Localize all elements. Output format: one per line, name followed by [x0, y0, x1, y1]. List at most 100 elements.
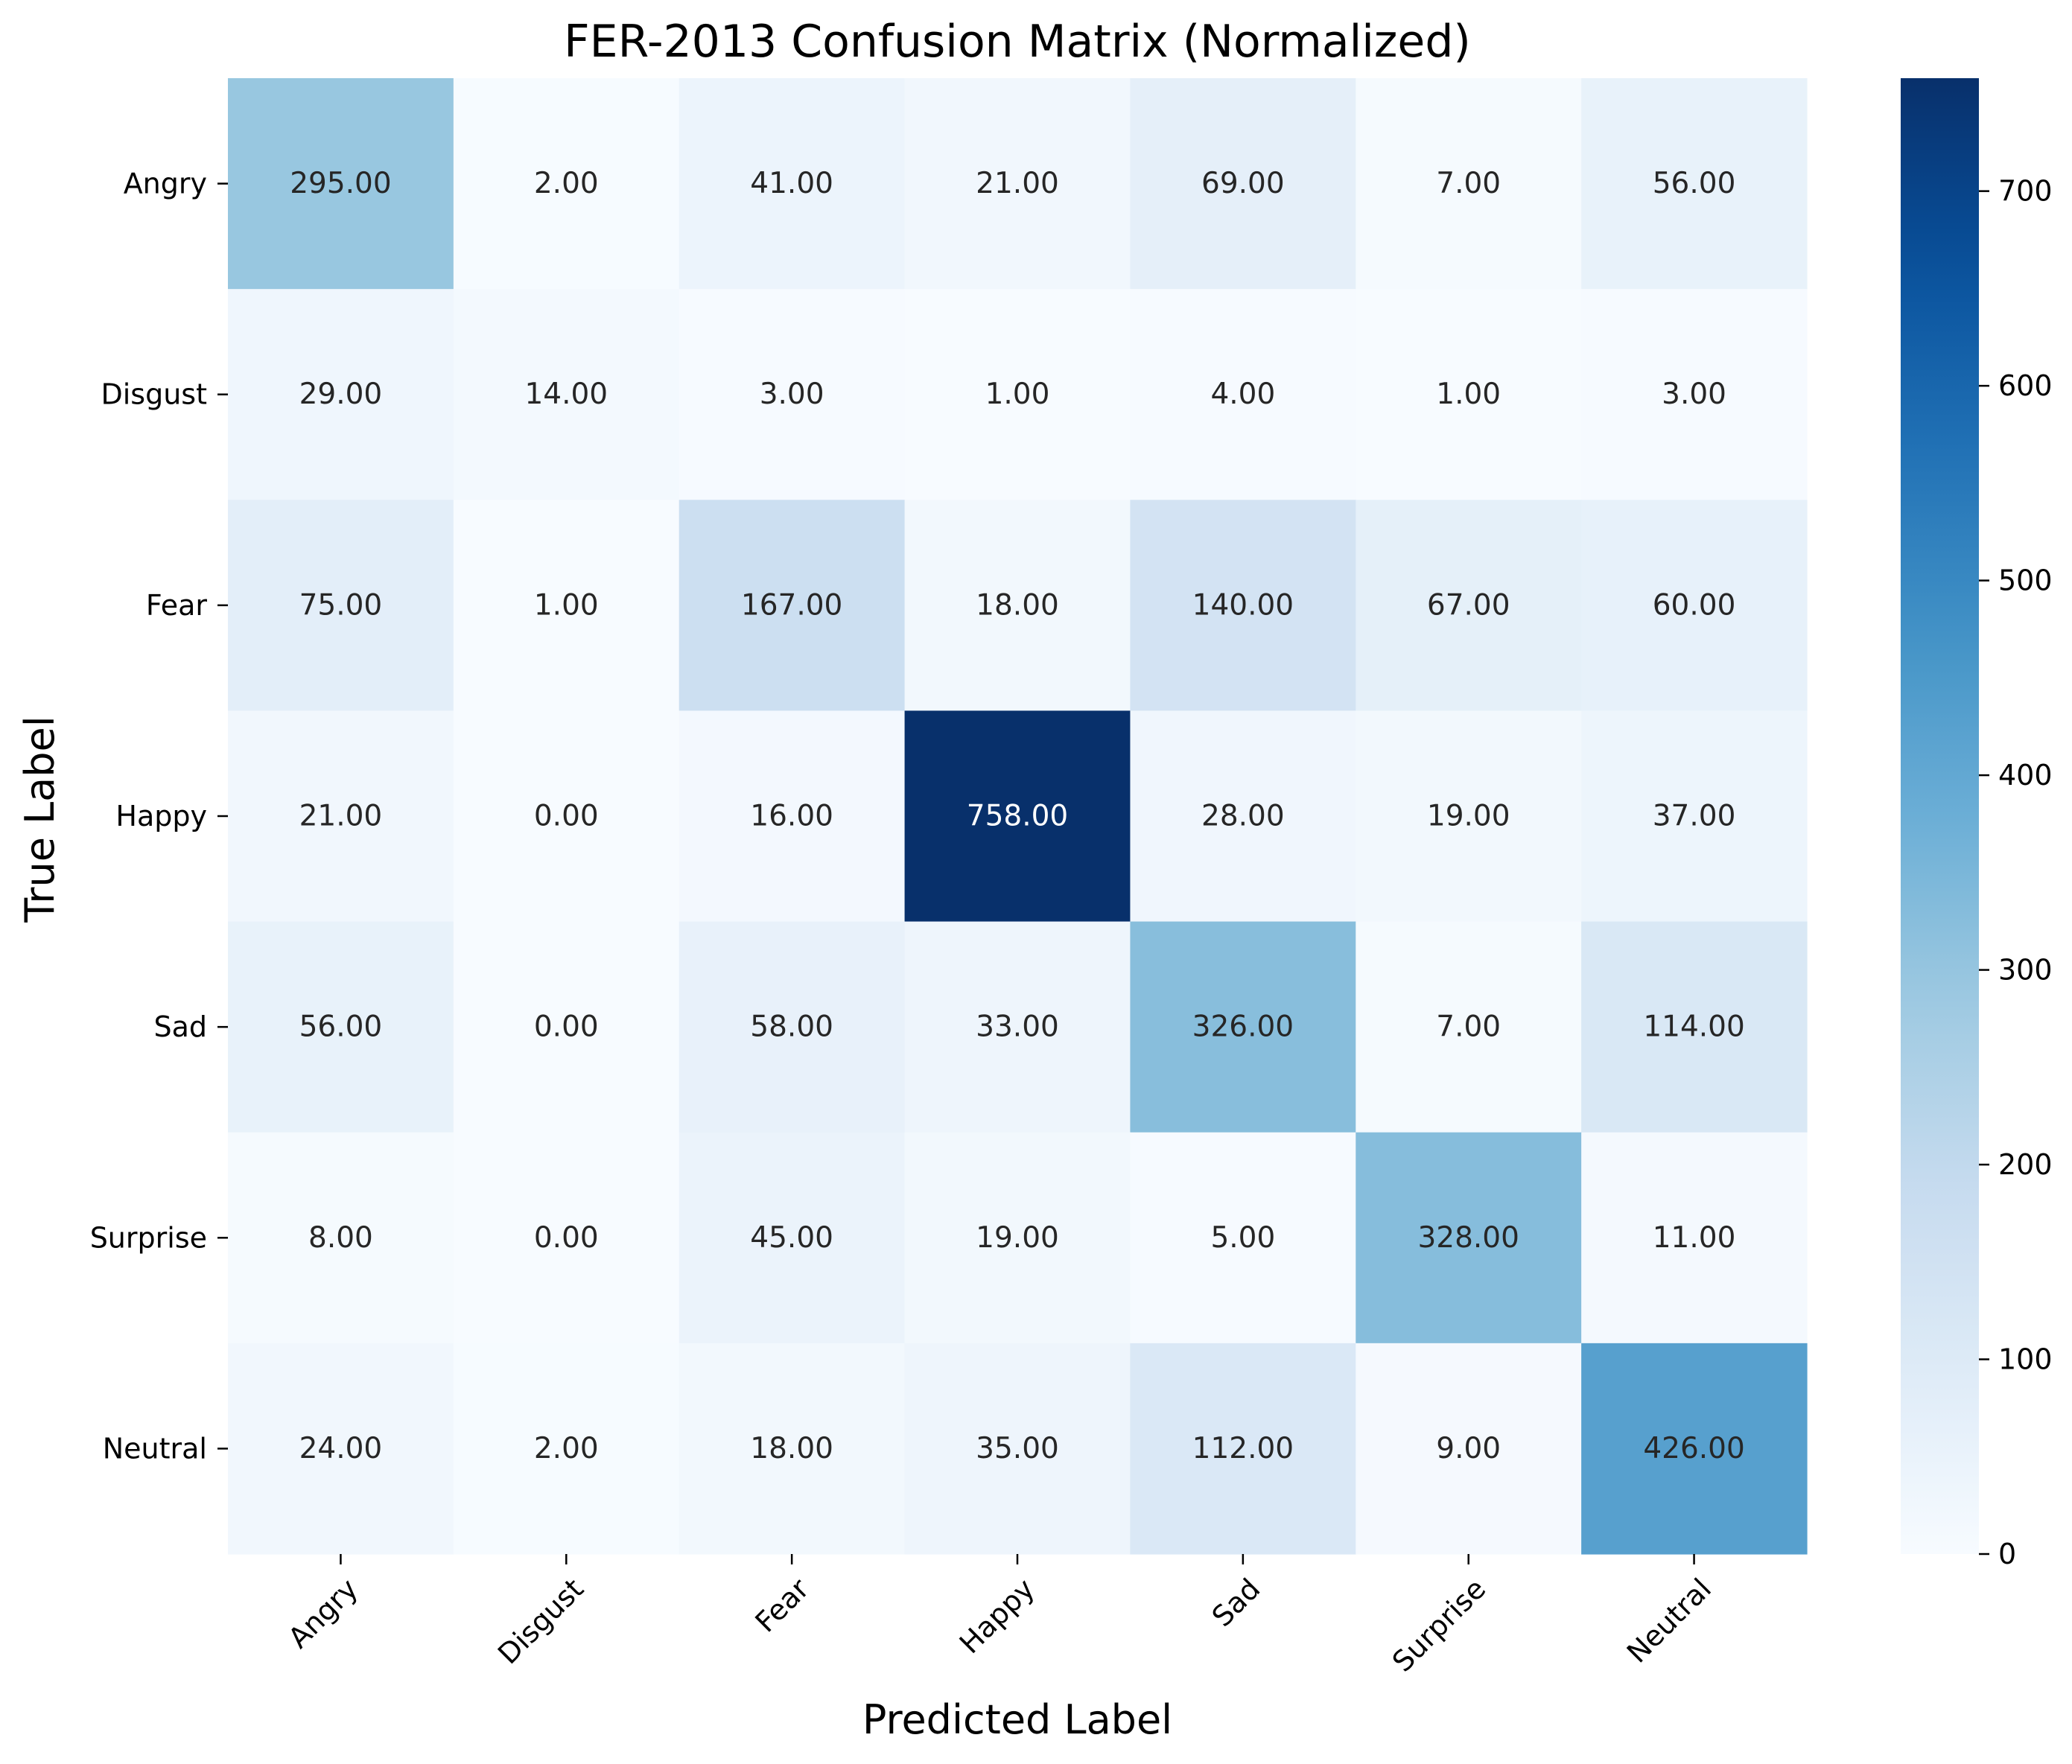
heatmap-cell [904, 710, 1131, 923]
y-tick-label: Disgust [101, 378, 207, 411]
cell-value-label: 21.00 [299, 800, 383, 833]
heatmap-cell [1581, 710, 1808, 923]
colorbar-tick-label: 500 [1998, 564, 2053, 597]
cell-value-label: 0.00 [534, 1010, 599, 1044]
x-axis-label: Predicted Label [862, 1696, 1172, 1743]
cell-value-label: 19.00 [1427, 800, 1510, 833]
cell-value-label: 1.00 [534, 588, 599, 622]
cell-value-label: 69.00 [1201, 167, 1285, 200]
y-tick-label: Happy [115, 800, 207, 832]
heatmap-cell [1581, 921, 1808, 1133]
cell-value-label: 35.00 [976, 1432, 1059, 1465]
heatmap-cell [904, 289, 1131, 500]
heatmap-cell [1581, 1132, 1808, 1344]
cell-value-label: 1.00 [1436, 378, 1501, 411]
cell-value-label: 295.00 [290, 167, 391, 200]
colorbar-tick-label: 700 [1998, 175, 2053, 208]
heatmap-cell [1581, 289, 1808, 500]
heatmap-cell [1130, 78, 1356, 290]
cell-value-label: 426.00 [1643, 1432, 1744, 1465]
heatmap-cell [453, 1343, 680, 1555]
y-tick-label: Neutral [103, 1432, 207, 1465]
heatmap-cell [679, 710, 906, 923]
colorbar-tick-label: 200 [1998, 1148, 2053, 1181]
heatmap-cell [904, 1132, 1131, 1344]
y-tick-label: Angry [124, 168, 207, 200]
chart-title: FER-2013 Confusion Matrix (Normalized) [564, 16, 1471, 68]
cell-value-label: 56.00 [1653, 167, 1736, 200]
heatmap-cell [1130, 1343, 1356, 1555]
cell-value-label: 4.00 [1210, 378, 1275, 411]
cell-value-label: 33.00 [976, 1010, 1059, 1044]
colorbar-tick-label: 400 [1998, 759, 2053, 792]
cell-value-label: 2.00 [534, 1432, 599, 1465]
cell-value-label: 3.00 [1662, 378, 1726, 411]
heatmap-cell [228, 500, 454, 712]
heatmap-cell [228, 1343, 454, 1555]
heatmap-cell [1130, 921, 1356, 1133]
cell-value-label: 2.00 [534, 167, 599, 200]
y-tick-label: Surprise [90, 1221, 207, 1254]
heatmap-cell [679, 921, 906, 1133]
cell-value-label: 112.00 [1192, 1432, 1294, 1465]
heatmap-cell [453, 500, 680, 712]
cell-value-label: 7.00 [1436, 167, 1501, 200]
heatmap-cell [1581, 1343, 1808, 1555]
heatmap-cell [228, 1132, 454, 1344]
cell-value-label: 75.00 [299, 588, 383, 622]
colorbar-tick-label: 0 [1998, 1538, 2016, 1570]
cell-value-label: 758.00 [967, 800, 1068, 833]
cell-value-label: 326.00 [1192, 1010, 1294, 1044]
colorbar-tick-label: 600 [1998, 369, 2053, 402]
heatmap-cell-labels: 295.00 2.00 41.00 21.00 69.00 7.00 56.00 29.00 1… [290, 167, 1745, 1465]
heatmap-cell [1356, 78, 1582, 290]
heatmap-cell [904, 78, 1131, 290]
cell-value-label: 114.00 [1643, 1010, 1744, 1044]
cell-value-label: 140.00 [1192, 588, 1294, 622]
heatmap-cell [1581, 78, 1808, 290]
heatmap-cell [679, 78, 906, 290]
heatmap-cell [1130, 289, 1356, 500]
cell-value-label: 19.00 [976, 1221, 1059, 1255]
cell-value-label: 18.00 [976, 588, 1059, 622]
cell-value-label: 11.00 [1653, 1221, 1736, 1255]
heatmap-cell [679, 1132, 906, 1344]
heatmap-cell [453, 78, 680, 290]
cell-value-label: 45.00 [750, 1221, 833, 1255]
heatmap-cell [453, 921, 680, 1133]
heatmap-cell [1130, 1132, 1356, 1344]
heatmap-cell [904, 1343, 1131, 1555]
heatmap-cell [1130, 500, 1356, 712]
cell-value-label: 167.00 [741, 588, 842, 622]
y-axis: Angry Disgust Fear Happy Sad Surprise Neutral [90, 168, 228, 1465]
cell-value-label: 1.00 [985, 378, 1050, 411]
colorbar-tick-label: 300 [1998, 954, 2053, 987]
heatmap-cell [1356, 1343, 1582, 1555]
heatmap-cell [1356, 1132, 1582, 1344]
heatmap-cell [1356, 710, 1582, 923]
cell-value-label: 7.00 [1436, 1010, 1501, 1044]
heatmap-cell [1356, 500, 1582, 712]
heatmap-cell [228, 710, 454, 923]
heatmap-cell [1356, 289, 1582, 500]
cell-value-label: 328.00 [1417, 1221, 1519, 1255]
cell-value-label: 67.00 [1427, 588, 1510, 622]
heatmap-cell [904, 500, 1131, 712]
cell-value-label: 29.00 [299, 378, 383, 411]
heatmap-cell [1581, 500, 1808, 712]
colorbar-tick-label: 100 [1998, 1343, 2053, 1376]
cell-value-label: 16.00 [750, 800, 833, 833]
cell-value-label: 3.00 [760, 378, 824, 411]
heatmap-cell [228, 78, 454, 290]
y-axis-label: True Label [16, 716, 63, 923]
cell-value-label: 21.00 [976, 167, 1059, 200]
heatmap-cell [453, 1132, 680, 1344]
heatmap-cell [679, 289, 906, 500]
cell-value-label: 14.00 [524, 378, 608, 411]
cell-value-label: 5.00 [1210, 1221, 1275, 1255]
cell-value-label: 24.00 [299, 1432, 383, 1465]
heatmap-cell [453, 289, 680, 500]
cell-value-label: 37.00 [1653, 800, 1736, 833]
